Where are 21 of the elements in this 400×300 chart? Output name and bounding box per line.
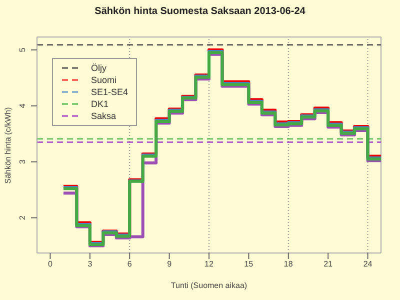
x-tick-label: 21: [324, 260, 334, 269]
x-tick-label: 0: [48, 260, 54, 269]
y-tick-label: 5: [18, 47, 27, 52]
x-tick-label: 15: [244, 260, 254, 269]
y-tick-label: 4: [18, 103, 27, 108]
y-tick-label: 2: [18, 214, 27, 220]
y-axis-title: Sähkön hinta (c/kWh): [4, 106, 13, 184]
legend-label: Suomi: [91, 75, 117, 85]
legend-label: SE1-SE4: [91, 87, 128, 97]
x-tick-label: 9: [167, 260, 172, 269]
x-tick-label: 12: [204, 260, 214, 269]
legend-label: Öljy: [91, 63, 106, 73]
legend-label: DK1: [91, 99, 109, 109]
chart-title: Sähkön hinta Suomesta Saksaan 2013-06-24: [94, 6, 306, 17]
x-tick-label: 18: [284, 260, 294, 269]
legend-label: Saksa: [91, 111, 116, 121]
x-tick-label: 6: [127, 260, 132, 269]
x-tick-label: 3: [88, 260, 93, 269]
x-axis-title: Tunti (Suomen aikaa): [170, 281, 248, 290]
x-tick-label: 24: [363, 260, 373, 269]
y-tick-label: 3: [18, 159, 27, 164]
